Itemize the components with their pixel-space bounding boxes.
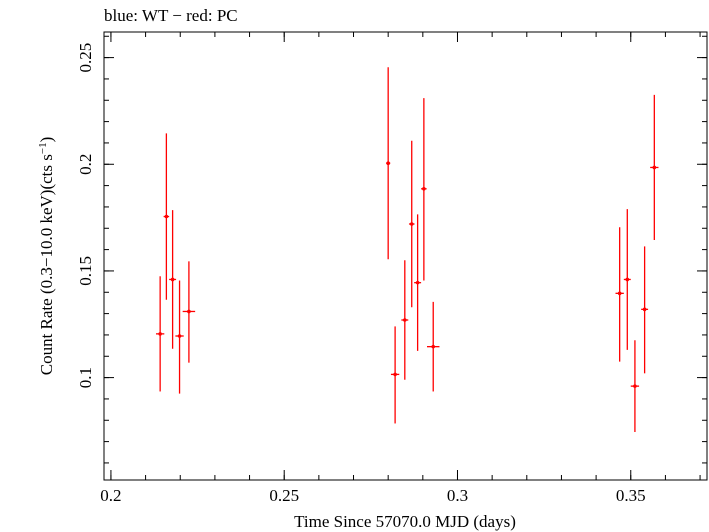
data-point (401, 260, 409, 380)
data-point (155, 276, 165, 392)
y-axis-label-close: ) (37, 137, 56, 143)
data-point (421, 98, 427, 281)
y-tick-labels: 0.1 0.15 0.2 0.25 (76, 43, 95, 389)
data-marker (158, 332, 162, 336)
x-axis-label: Time Since 57070.0 MJD (days) (294, 512, 516, 531)
data-marker (403, 318, 407, 322)
plot-frame (103, 31, 708, 481)
data-marker (187, 309, 191, 314)
data-marker (164, 214, 169, 219)
data-marker (642, 307, 647, 312)
data-marker (409, 222, 414, 226)
x-tick-label: 0.35 (616, 486, 646, 505)
data-marker (633, 384, 637, 388)
data-marker (422, 187, 426, 191)
data-point (386, 67, 391, 260)
y-tick-label: 0.15 (76, 256, 95, 286)
data-marker (625, 277, 630, 282)
data-marker (386, 161, 390, 165)
y-axis-label: Count Rate (0.3−10.0 keV)(cts s−1) (37, 137, 56, 376)
data-marker (617, 291, 622, 296)
data-point (408, 140, 415, 308)
data-point (182, 261, 196, 363)
chart-title: blue: WT − red: PC (104, 6, 238, 25)
y-tick-label: 0.25 (76, 43, 95, 73)
y-axis-label-sup: −1 (37, 142, 49, 154)
x-tick-label: 0.25 (269, 486, 299, 505)
data-marker (170, 277, 175, 282)
data-point (414, 214, 422, 351)
data-point (615, 227, 624, 362)
data-marker (415, 280, 420, 285)
data-marker (431, 344, 436, 349)
data-marker (393, 372, 397, 377)
x-tick-label: 0.3 (447, 486, 468, 505)
data-point (641, 246, 649, 374)
data-marker (652, 165, 657, 170)
x-tick-label: 0.2 (100, 486, 121, 505)
data-point (623, 209, 631, 350)
y-tick-label: 0.1 (76, 367, 95, 388)
data-point (650, 94, 659, 240)
data-point (169, 210, 177, 349)
data-point (163, 133, 170, 300)
data-point (630, 340, 640, 432)
y-axis-label-main: Count Rate (0.3−10.0 keV)(cts s (37, 154, 56, 375)
y-tick-label: 0.2 (76, 154, 95, 175)
series-pc (155, 67, 659, 432)
data-point (390, 326, 400, 424)
data-point (426, 301, 440, 392)
data-point (175, 280, 184, 394)
axis-ticks (104, 32, 707, 480)
x-tick-labels: 0.2 0.25 0.3 0.35 (100, 486, 645, 505)
data-marker (177, 334, 182, 338)
